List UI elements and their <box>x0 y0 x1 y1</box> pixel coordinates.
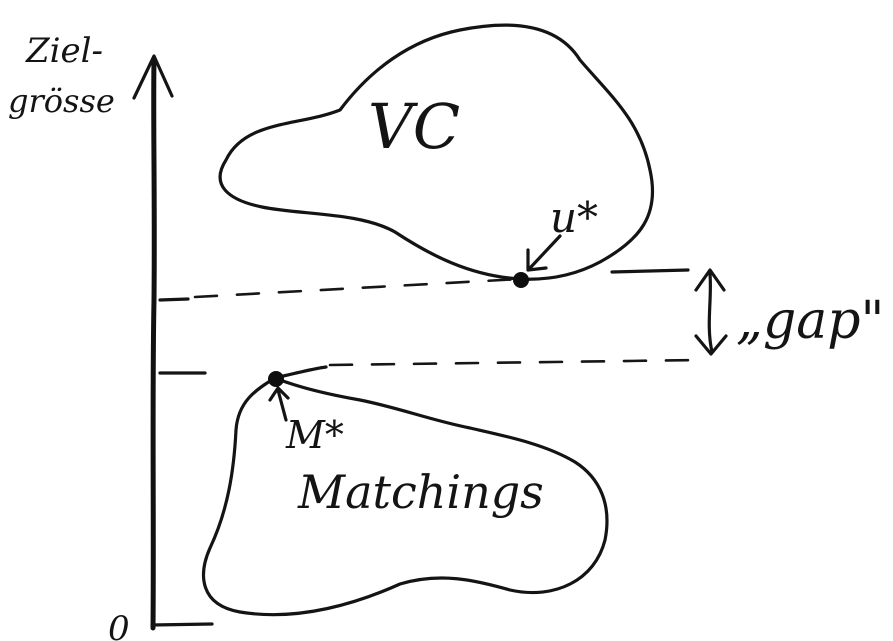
gap-arrow-head-bottom <box>694 334 728 356</box>
upper-dashed-line <box>193 277 522 299</box>
matching-optimum-point <box>268 371 284 387</box>
gap-arrow-head-top <box>694 268 726 292</box>
axis-line <box>150 57 157 631</box>
vertical-axis <box>132 54 214 631</box>
upper-solid-extension <box>610 268 690 274</box>
lower-dashed-line <box>328 358 702 367</box>
matchings-region-label: Matchings <box>297 465 544 519</box>
matching-optimum-label: M* <box>285 413 344 457</box>
axis-label-line2: grösse <box>8 82 115 120</box>
vc-region-label: VC <box>368 90 460 163</box>
vc-optimum-label: u* <box>550 193 598 242</box>
axis-label-line1: Ziel- <box>25 31 103 71</box>
vc-optimum-point <box>513 272 529 288</box>
axis-origin-tick <box>150 622 214 627</box>
axis-arrowhead <box>132 54 174 100</box>
vc-region-outline <box>218 23 655 281</box>
gap-label: „gap" <box>736 291 884 351</box>
gap-arrow-shaft <box>707 272 714 354</box>
matching-optimum-pointer-arrow <box>268 386 290 422</box>
axis-origin-label: 0 <box>108 609 130 641</box>
vc-optimum-pointer-arrow <box>526 234 562 272</box>
gap-double-arrow <box>694 268 728 356</box>
axis-tick-upper <box>158 297 190 302</box>
